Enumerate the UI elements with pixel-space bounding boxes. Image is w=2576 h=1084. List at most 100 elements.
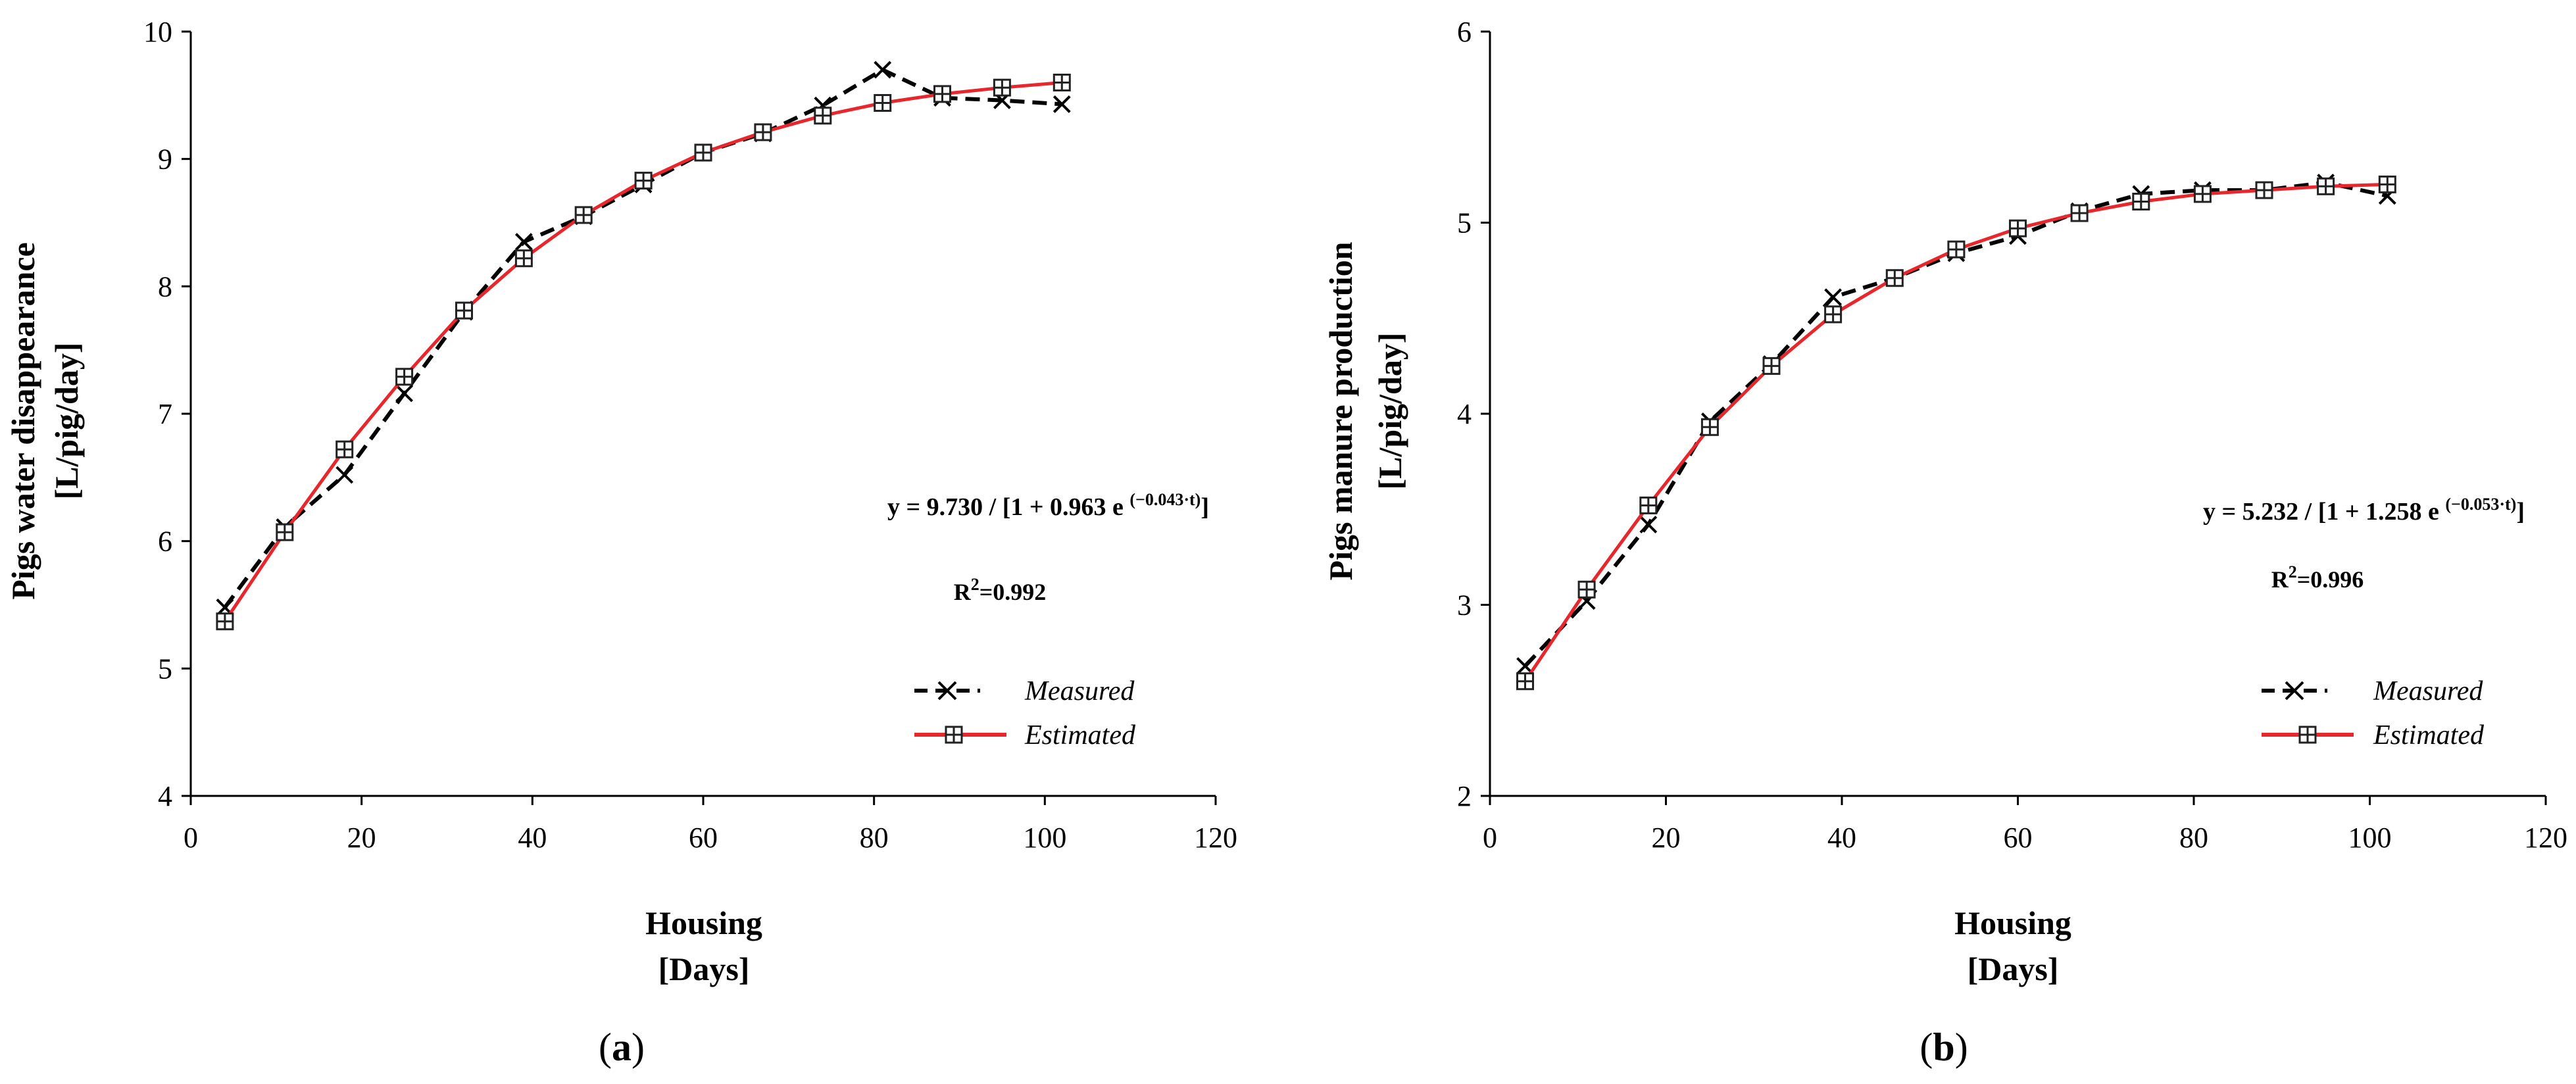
panel-b-point-estimated	[2009, 219, 2027, 237]
panel-b-point-measured	[1639, 516, 1658, 533]
panel-b-point-estimated	[1885, 269, 1904, 287]
panel-b-point-measured	[1824, 288, 1843, 307]
panel-a-point-estimated	[993, 78, 1011, 97]
panel-b-label-letter: b	[1933, 1025, 1954, 1069]
panel-a-legend-estimated-label: Estimated	[1024, 720, 1136, 751]
panel-a-series-measured-line	[223, 68, 1062, 609]
panel-b-xlabel-unit: [Days]	[1968, 950, 2059, 987]
panel-a-x-tick-label: 120	[1194, 822, 1237, 854]
panel-b-point-estimated	[1762, 357, 1781, 375]
panel-a-point-estimated	[216, 612, 234, 631]
panel-b-label: (b)	[1920, 1025, 1968, 1069]
panel-a-x-tick-label: 80	[860, 822, 889, 854]
panel-b-x-tick-label: 100	[2348, 822, 2392, 854]
panel-a-point-estimated	[455, 301, 473, 320]
panel-b-y-tick-label: 2	[1457, 780, 1472, 812]
panel-a-r2-power: 2	[971, 575, 979, 594]
panel-a-point-estimated	[514, 249, 533, 268]
panel-b-series-estimated-line	[1523, 182, 2388, 683]
panel-a-equation-main: y = 9.730 / [1 + 0.963 e	[887, 493, 1129, 521]
panel-a-label: (a)	[599, 1025, 645, 1069]
panel-a-r2: R2=0.992	[954, 575, 1047, 605]
panel-b-point-estimated	[1577, 580, 1596, 599]
panel-b-legend-estimated-marker	[2298, 726, 2317, 744]
panel-a-ylabel: Pigs water disappearance	[5, 242, 41, 599]
panel-a-point-measured	[395, 384, 414, 403]
panel-b-x-tick-label: 40	[1827, 822, 1856, 854]
panel-a-y-tick-label: 10	[143, 16, 172, 48]
panel-b-point-estimated	[1516, 672, 1534, 691]
panel-a-y-tick-label: 8	[158, 270, 172, 303]
panel-a-point-measured	[335, 466, 354, 484]
panel-a-ylabel-unit: [L/pig/day]	[48, 343, 85, 500]
panel-a-xlabel: Housing	[645, 904, 762, 941]
panel-a-equation-close: ]	[1201, 493, 1209, 521]
panel-b-ylabel: Pigs manure production	[1322, 241, 1359, 580]
panel-a-point-measured	[514, 233, 533, 251]
panel-a-label-letter: a	[612, 1025, 632, 1069]
panel-b-point-estimated	[2255, 181, 2273, 199]
panel-a-point-estimated	[933, 85, 951, 103]
panel-b-y-tick-label: 4	[1457, 398, 1472, 430]
panel-a-y-tick-label: 5	[158, 653, 172, 685]
panel-a-equation-exponent: (−0.043·t)	[1129, 490, 1201, 509]
panel-a-point-estimated	[634, 172, 653, 190]
panel-b-r2-power: 2	[2289, 562, 2297, 581]
panel-b-point-estimated	[2193, 185, 2212, 203]
panel-b-point-estimated	[1947, 240, 1966, 259]
panel-b-point-estimated	[2378, 175, 2396, 193]
panel-a-r2-prefix: R	[954, 579, 972, 605]
panel-b-legend-measured-label: Measured	[2373, 676, 2483, 706]
panel-b-point-estimated	[1824, 305, 1843, 324]
panel-a-point-estimated	[335, 440, 354, 458]
panel-a-y-tick-label: 7	[158, 398, 172, 430]
panel-b-equation: y = 5.232 / [1 + 1.258 e (−0.053·t)]	[2203, 495, 2525, 526]
panel-b-y-tick-label: 6	[1457, 16, 1472, 48]
panel-a-y-tick-label: 4	[158, 780, 172, 812]
panel-b-ylabel-unit: [L/pig/day]	[1372, 333, 1408, 490]
panel-a-x-tick-label: 100	[1023, 822, 1066, 854]
panel-b-point-estimated	[1639, 496, 1658, 514]
panel-a-y-tick-label: 9	[158, 143, 172, 176]
panel-b-xlabel: Housing	[1954, 904, 2071, 941]
panel-a-x-tick-label: 60	[689, 822, 718, 854]
panel-a-point-measured	[1053, 95, 1071, 113]
panel-b-r2-prefix: R	[2271, 566, 2289, 593]
panel-b-point-estimated	[2070, 204, 2089, 222]
panel-a-x-tick-label: 20	[347, 822, 376, 854]
panel-b-y-tick-label: 3	[1457, 589, 1472, 622]
panel-a-series-estimated-line	[223, 81, 1062, 623]
panel-b-point-estimated	[2317, 177, 2335, 195]
panel-b-point-estimated	[2132, 193, 2150, 210]
panel-a-point-estimated	[694, 143, 712, 162]
panel-a-x-tick-label: 0	[184, 822, 198, 854]
panel-a-point-estimated	[395, 368, 414, 386]
panel-b-r2: R2=0.996	[2271, 562, 2364, 593]
panel-a-point-estimated	[574, 206, 593, 224]
panel-a-xlabel-unit: [Days]	[658, 950, 750, 987]
panel-b-x-tick-label: 120	[2524, 822, 2567, 854]
panel-a-point-estimated	[276, 523, 294, 541]
panel-a-legend-measured-marker	[937, 681, 957, 701]
panel-a-r2-value: =0.992	[979, 579, 1047, 605]
panel-a-point-estimated	[814, 107, 832, 125]
panel-b-equation-main: y = 5.232 / [1 + 1.258 e	[2203, 498, 2445, 526]
panel-a-legend-estimated-marker	[945, 726, 963, 744]
panel-b-point-estimated	[1700, 418, 1719, 436]
panel-a-point-estimated	[1053, 74, 1071, 91]
panel-b-x-tick-label: 20	[1652, 822, 1681, 854]
panel-b-legend: Measured Estimated	[2262, 676, 2485, 751]
panel-a-point-estimated	[874, 94, 892, 112]
panel-a-x-tick-label: 40	[518, 822, 547, 854]
panel-b-r2-value: =0.996	[2297, 566, 2364, 593]
panel-b-legend-measured-marker	[2285, 681, 2304, 701]
panel-b-legend-estimated-label: Estimated	[2373, 720, 2485, 751]
panel-b-x-tick-label: 80	[2179, 822, 2208, 854]
panel-a-point-estimated	[754, 123, 772, 141]
panel-a-legend-measured-label: Measured	[1024, 676, 1135, 706]
